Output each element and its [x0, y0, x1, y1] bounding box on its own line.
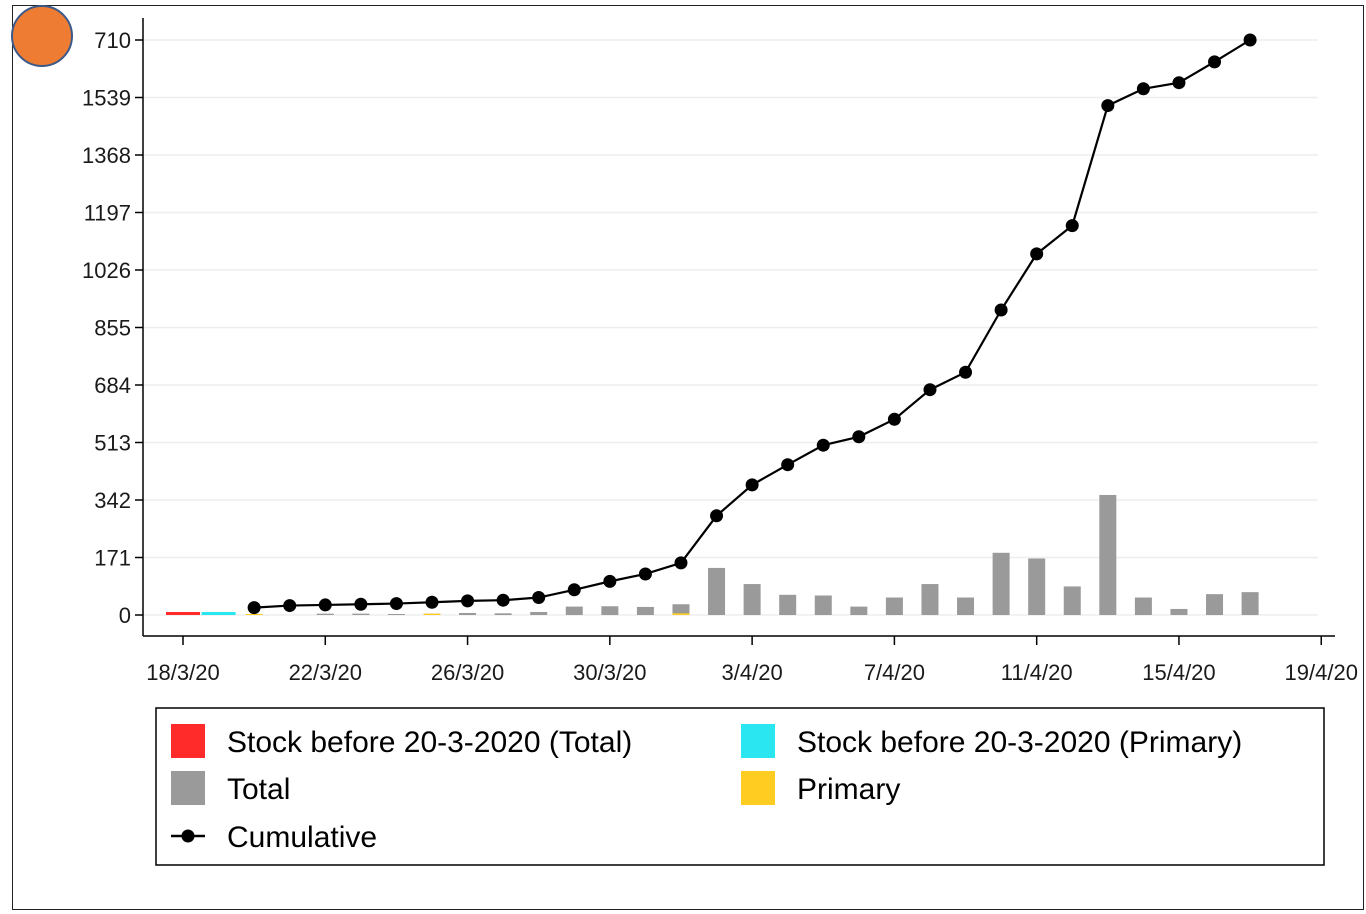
cumulative-point [781, 458, 795, 472]
legend-label: Stock before 20-3-2020 (Primary) [797, 726, 1242, 759]
total-bar [992, 552, 1010, 615]
cumulative-point [852, 430, 866, 444]
x-tick-label: 26/3/20 [431, 660, 504, 685]
total-bar [708, 567, 726, 615]
cumulative-point [389, 597, 403, 611]
cumulative-point [1065, 219, 1079, 233]
cumulative-point [1101, 99, 1115, 113]
y-tick-label: 0 [119, 603, 131, 628]
cumulative-point [887, 412, 901, 426]
cumulative-point [425, 595, 439, 609]
cumulative-point [496, 593, 510, 607]
legend-swatch [171, 724, 205, 758]
total-bar [387, 613, 405, 615]
total-bar [957, 597, 975, 615]
primary-bar [672, 613, 690, 615]
x-tick-label: 22/3/20 [289, 660, 362, 685]
x-tick-label: 15/4/20 [1142, 660, 1215, 685]
y-tick-label: 684 [94, 373, 131, 398]
grid [143, 39, 1318, 616]
cumulative-point [674, 556, 688, 570]
cumulative-point [816, 438, 830, 452]
y-tick-label: 513 [94, 431, 131, 456]
cumulative-point [1243, 33, 1257, 47]
total-bar [921, 584, 939, 615]
y-tick-label: 342 [94, 488, 131, 513]
cumulative-point [354, 597, 368, 611]
total-bar [530, 611, 548, 615]
total-bar [601, 606, 619, 615]
legend-label: Total [227, 773, 290, 806]
axes: 0 171 342 513 684 855 1026 1197 1368 1539 710 18/3/… [82, 18, 1358, 685]
y-tick-label: 1026 [82, 258, 131, 283]
bars [166, 494, 1259, 615]
stock-total-bar [166, 612, 200, 615]
total-bar [316, 613, 334, 615]
legend-label: Cumulative [227, 821, 377, 854]
cumulative-point [283, 599, 297, 613]
total-bar [850, 606, 868, 615]
total-bar [1028, 558, 1046, 615]
y-tick-label: 1539 [82, 86, 131, 111]
cumulative-point [603, 574, 617, 588]
primary-bar [245, 613, 263, 615]
legend-swatch [171, 771, 205, 805]
cumulative-point [1136, 82, 1150, 96]
y-tick-label: 1197 [84, 201, 131, 226]
orange-circle-marker [11, 5, 73, 67]
cumulative-point [959, 365, 973, 379]
legend-label: Primary [797, 773, 900, 806]
total-bar [1099, 494, 1117, 615]
x-tick-label: 19/4/20 [1285, 660, 1358, 685]
cumulative-point [923, 383, 937, 397]
total-bar [636, 606, 654, 615]
legend-swatch [741, 771, 775, 805]
total-bar [459, 612, 477, 615]
cumulative-point [994, 303, 1008, 317]
legend-box [155, 707, 1325, 866]
total-bar [1063, 586, 1081, 615]
total-bar [814, 595, 832, 615]
total-bar [743, 584, 761, 615]
cumulative-point [532, 591, 546, 605]
total-bar [1206, 594, 1224, 615]
legend-label: Stock before 20-3-2020 (Total) [227, 726, 632, 759]
x-tick-label: 7/4/20 [864, 660, 925, 685]
total-bar [1170, 608, 1188, 615]
legend-swatch [741, 724, 775, 758]
x-tick-label: 30/3/20 [573, 660, 646, 685]
cumulative-point [461, 594, 475, 608]
total-bar [352, 613, 370, 615]
cumulative-series [247, 33, 1257, 615]
cumulative-point [1172, 76, 1186, 90]
x-tick-label: 18/3/20 [146, 660, 219, 685]
x-tick-label: 3/4/20 [722, 660, 783, 685]
y-tick-label: 855 [94, 316, 131, 341]
x-tick-label: 11/4/20 [1001, 660, 1073, 685]
total-bar [494, 613, 512, 615]
cumulative-point [247, 601, 261, 615]
y-tick-label: 171 [94, 546, 131, 571]
total-bar [1134, 597, 1152, 615]
cumulative-point [710, 509, 724, 523]
total-bar [565, 606, 583, 615]
total-bar [1241, 592, 1259, 615]
legend-marker-swatch [181, 829, 195, 843]
legend: Stock before 20-3-2020 (Total) Stock befo… [155, 707, 1325, 866]
cumulative-point [1030, 247, 1044, 261]
total-bar [885, 597, 903, 615]
cumulative-point [745, 478, 759, 492]
cumulative-point [1208, 55, 1222, 69]
stock-primary-bar [201, 612, 236, 615]
primary-bar [423, 613, 441, 615]
cumulative-point [567, 583, 581, 597]
cumulative-point [638, 567, 652, 581]
total-bar [672, 604, 690, 615]
total-bar [779, 594, 797, 615]
cumulative-point [318, 598, 332, 612]
y-tick-label: 1368 [82, 143, 131, 168]
y-tick-label: 710 [94, 28, 131, 53]
